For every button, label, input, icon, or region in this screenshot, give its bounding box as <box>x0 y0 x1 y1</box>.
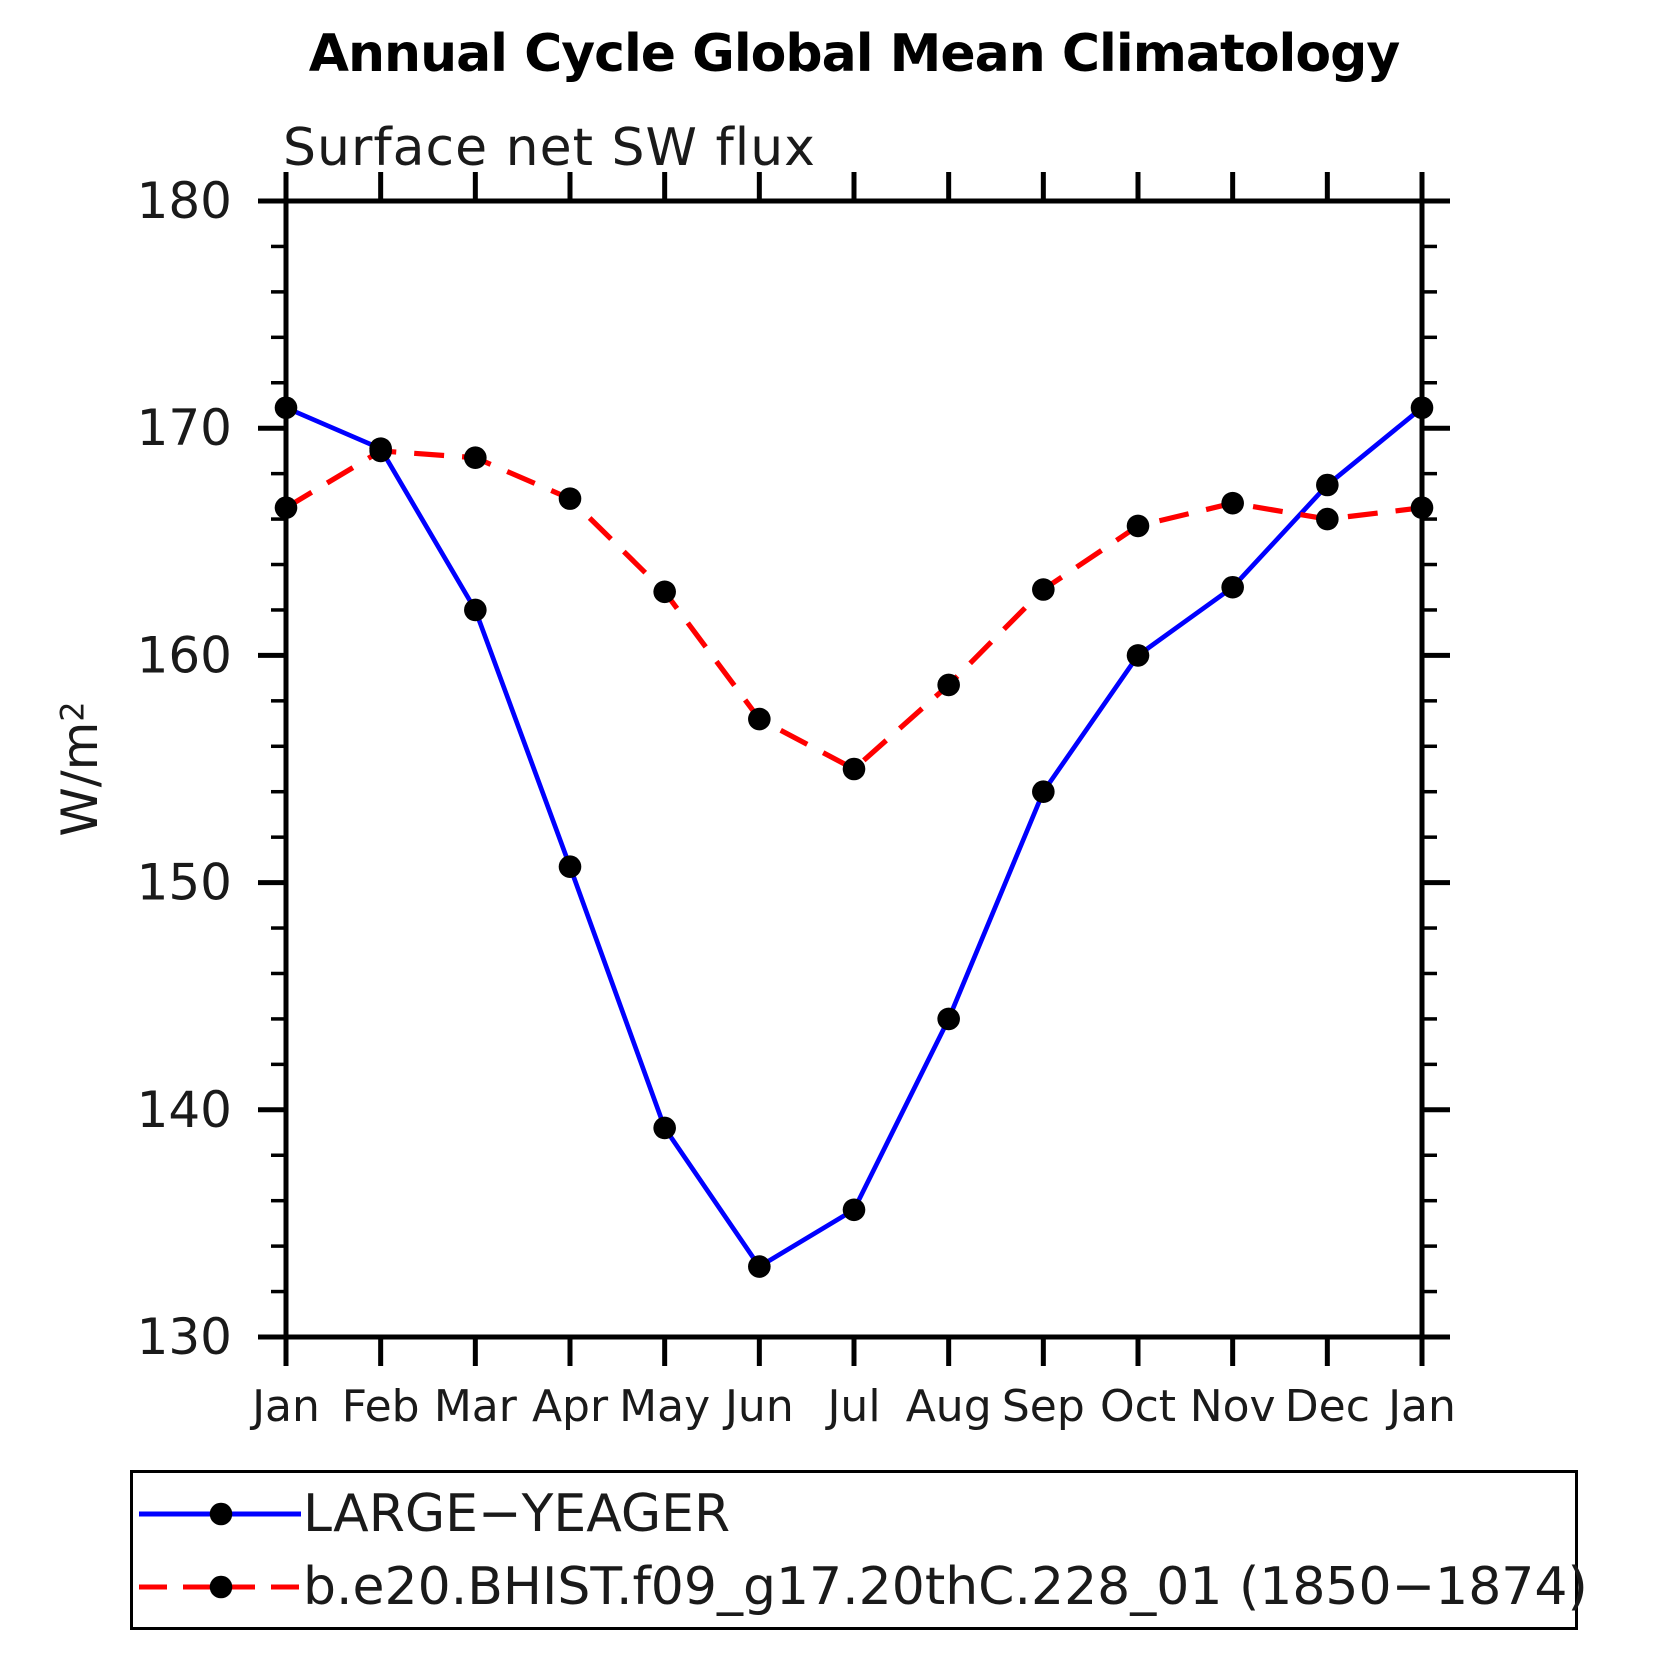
data-point-marker <box>842 1198 866 1222</box>
x-tick-label: Feb <box>342 1381 420 1432</box>
legend-label-model-run: b.e20.BHIST.f09_g17.20thC.228_01 (1850−1… <box>303 1557 1588 1617</box>
data-point-marker <box>937 1007 960 1031</box>
data-point-marker <box>842 757 866 781</box>
legend-item-model-run: b.e20.BHIST.f09_g17.20thC.228_01 (1850−1… <box>137 1557 1588 1617</box>
series-line-model-run <box>284 448 1423 773</box>
y-axis-title: W/m2 <box>51 701 109 836</box>
data-point-marker <box>558 855 582 878</box>
x-tick-label: Jun <box>722 1381 794 1432</box>
y-tick-label: 140 <box>137 1081 232 1139</box>
data-point-marker <box>1410 496 1434 520</box>
y-tick-label: 130 <box>137 1308 232 1366</box>
legend-solid-line-sample <box>139 1502 301 1526</box>
chart-title: Annual Cycle Global Mean Climatology <box>308 24 1400 84</box>
x-tick-label: May <box>619 1381 710 1432</box>
x-tick-label: Oct <box>1100 1381 1176 1432</box>
x-tick-label: Jan <box>249 1381 320 1432</box>
y-tick-label: 150 <box>137 854 232 912</box>
legend-dashed-line-sample <box>139 1575 301 1599</box>
data-point-marker <box>653 1116 676 1140</box>
marker-dot-glyph <box>209 1502 233 1526</box>
data-point-marker <box>274 396 298 420</box>
y-tick-label: 180 <box>137 172 232 230</box>
data-point-marker <box>1221 491 1244 515</box>
x-tick-label: Dec <box>1285 1381 1370 1432</box>
data-point-marker <box>464 598 487 622</box>
data-point-marker <box>369 439 392 463</box>
data-point-marker <box>1126 514 1150 538</box>
data-point-marker <box>1316 473 1339 497</box>
data-point-marker <box>1316 507 1339 531</box>
data-point-marker <box>1410 396 1434 420</box>
legend-box: LARGE−YEAGER b.e20.BHIST.f09_g17.20thC.2… <box>130 1470 1588 1630</box>
y-tick-label: 170 <box>137 399 232 457</box>
data-point-marker <box>464 446 487 470</box>
x-tick-label: Aug <box>906 1381 992 1432</box>
legend-label-large-yeager: LARGE−YEAGER <box>303 1484 731 1544</box>
x-tick-label: Jan <box>1385 1381 1456 1432</box>
data-point-marker <box>1032 780 1055 804</box>
data-point-marker <box>558 487 582 510</box>
data-point-marker <box>274 496 298 520</box>
series-line-large-yeager <box>285 405 1424 1270</box>
x-tick-label: Sep <box>1002 1381 1085 1432</box>
data-point-marker <box>748 1255 771 1278</box>
data-point-marker <box>937 673 960 697</box>
data-point-marker <box>748 707 771 731</box>
x-tick-label: Mar <box>434 1381 518 1432</box>
data-point-marker <box>653 580 676 604</box>
data-point-marker <box>1032 578 1055 601</box>
x-tick-label: Apr <box>532 1381 609 1432</box>
y-tick-label: 160 <box>137 626 232 684</box>
chart-subtitle: Surface net SW flux <box>283 118 816 178</box>
data-point-marker <box>1126 644 1150 667</box>
data-point-marker <box>1221 575 1244 599</box>
marker-dot-glyph <box>209 1575 233 1599</box>
x-tick-label: Nov <box>1190 1381 1276 1432</box>
x-tick-label: Jul <box>824 1381 880 1432</box>
legend-item-large-yeager: LARGE−YEAGER <box>137 1484 731 1544</box>
